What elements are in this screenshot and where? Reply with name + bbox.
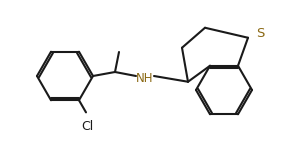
Text: S: S <box>256 27 264 40</box>
Text: Cl: Cl <box>81 120 93 133</box>
Text: NH: NH <box>136 71 154 85</box>
